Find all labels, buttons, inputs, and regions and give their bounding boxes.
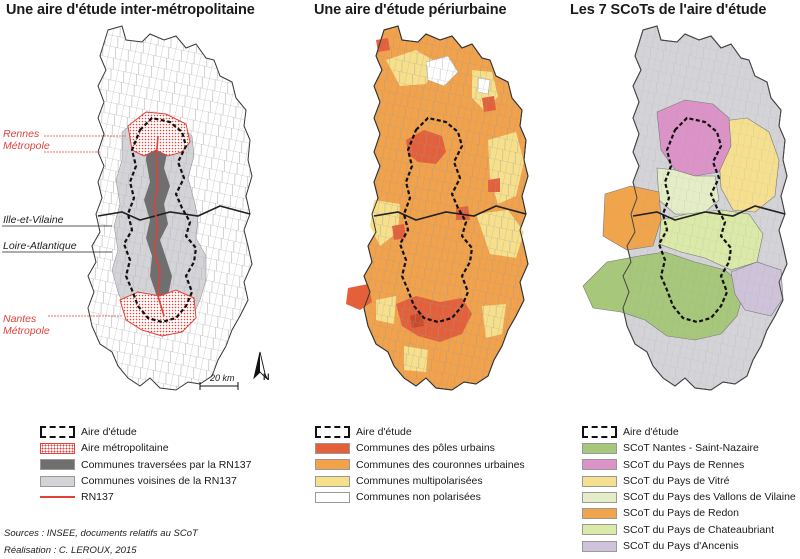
maps-canvas [2,25,788,391]
legend-item: SCoT Nantes - Saint-Nazaire [582,440,796,456]
legend-swatch [315,426,350,439]
map3-title: Les 7 SCoTs de l'aire d'étude [570,2,767,18]
legend-swatch [582,540,617,552]
legend-swatch [582,442,617,454]
legend-item: SCoT du Pays de Vitré [582,473,796,489]
legend-label: Communes non polarisées [356,491,481,504]
label-loire-atlantique: Loire-Atlantique [3,240,77,252]
legend-label: RN137 [81,491,114,504]
legend-label: Aire d'étude [356,426,412,438]
label-rennes-metropole: Rennes Métropole [3,128,50,152]
legend-item: Aire métropolitaine [40,440,251,456]
legend-item: Aire d'étude [582,424,796,440]
legend-label: SCoT du Pays de Chateaubriant [623,523,774,536]
legend-label: Communes des pôles urbains [356,442,495,455]
legend-label: Communes multipolarisées [356,474,483,487]
legend-label: SCoT Nantes - Saint-Nazaire [623,442,759,455]
legend-item: Aire d'étude [40,424,251,440]
legend-swatch [582,491,617,503]
legend-item: SCoT du Pays de Rennes [582,457,796,473]
legend-swatch [315,442,350,454]
legend-swatch [40,442,75,454]
map1 [2,25,267,391]
legend-swatch [315,459,350,471]
legend-label: SCoT du Pays d'Ancenis [623,540,739,553]
legend-swatch [582,508,617,520]
legend-label: Communes des couronnes urbaines [356,458,525,471]
legend-map1: Aire d'étude Aire métropolitaine Communes … [40,424,251,505]
north-label: N [263,372,270,382]
legend-item: Communes non polarisées [315,489,525,505]
label-nantes-metropole: Nantes Métropole [3,313,50,337]
legend-swatch [40,459,75,471]
map1-nantes-metro [119,289,197,337]
legend-swatch [582,459,617,471]
map1-scale-bar [199,382,239,390]
legend-item: SCoT du Pays de Redon [582,505,796,521]
credits-line: Réalisation : C. LEROUX, 2015 [4,545,137,556]
north-arrow-icon [253,351,267,380]
legend-swatch [40,475,75,487]
map1-title: Une aire d'étude inter-métropolitaine [6,2,255,18]
legend-map3: Aire d'étude SCoT Nantes - Saint-Nazaire S… [582,424,796,554]
legend-item: Aire d'étude [315,424,525,440]
map3 [582,25,788,391]
legend-item: Communes traversées par la RN137 [40,457,251,473]
map1-rn137-line [153,135,165,317]
legend-label: Aire d'étude [81,426,137,438]
legend-swatch [315,491,350,503]
legend-item: RN137 [40,489,251,505]
sources-line: Sources : INSEE, documents relatifs au S… [4,528,198,539]
legend-label: Communes voisines de la RN137 [81,474,237,487]
legend-swatch [582,475,617,487]
legend-label: SCoT du Pays de Redon [623,507,739,520]
legend-map2: Aire d'étude Communes des pôles urbains Co… [315,424,525,505]
legend-label: SCoT du Pays de Rennes [623,458,745,471]
legend-item: Communes voisines de la RN137 [40,473,251,489]
legend-label: Aire d'étude [623,426,679,438]
legend-swatch [40,426,75,439]
legend-swatch [315,475,350,487]
map1-department-boundary [97,205,251,221]
legend-item: Communes des pôles urbains [315,440,525,456]
legend-item: Communes des couronnes urbaines [315,457,525,473]
legend-item: SCoT du Pays de Chateaubriant [582,522,796,538]
legend-item: SCoT du Pays des Vallons de Vilaine [582,489,796,505]
map2 [346,25,529,391]
legend-label: SCoT du Pays des Vallons de Vilaine [623,491,796,504]
legend-label: SCoT du Pays de Vitré [623,474,730,487]
scale-bar-label: 20 km [210,373,235,383]
legend-label: Aire métropolitaine [81,442,169,455]
legend-swatch [582,426,617,439]
legend-item: SCoT du Pays d'Ancenis [582,538,796,554]
map2-title: Une aire d'étude périurbaine [314,2,507,18]
legend-item: Communes multipolarisées [315,473,525,489]
legend-label: Communes traversées par la RN137 [81,458,252,471]
label-ille-et-vilaine: Ille-et-Vilaine [3,214,64,226]
legend-swatch [582,524,617,536]
legend-swatch [40,496,75,499]
